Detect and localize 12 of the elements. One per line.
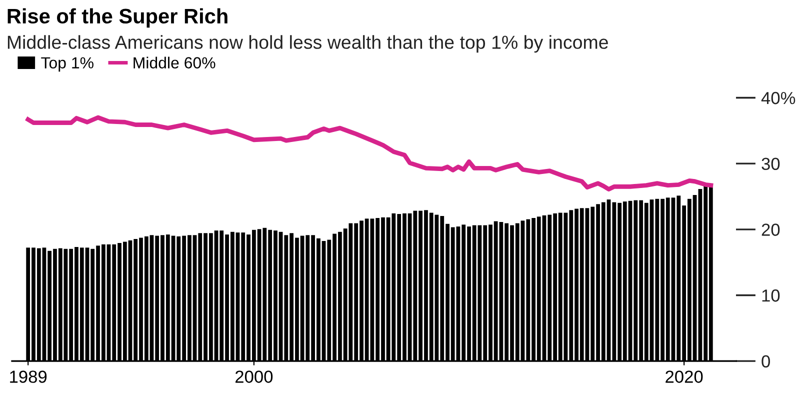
x-tick-label: 1989 xyxy=(10,370,47,383)
y-tick-label: 20 xyxy=(762,224,780,236)
chart-title: Rise of the Super Rich xyxy=(8,8,228,28)
y-tick-label: 10 xyxy=(762,289,780,302)
y-tick-label: 0 xyxy=(762,355,770,368)
legend-label: Middle 60% xyxy=(134,56,216,68)
legend-label: Top 1% xyxy=(41,57,94,72)
y-tick-label: 40% xyxy=(761,92,796,104)
x-tick-label: 2000 xyxy=(236,370,273,383)
y-tick-label: 30 xyxy=(762,158,780,170)
x-tick-label: 2020 xyxy=(666,370,703,383)
chart-subtitle: Middle-class Americans now hold less wealth than the top 1% by income xyxy=(8,35,608,53)
